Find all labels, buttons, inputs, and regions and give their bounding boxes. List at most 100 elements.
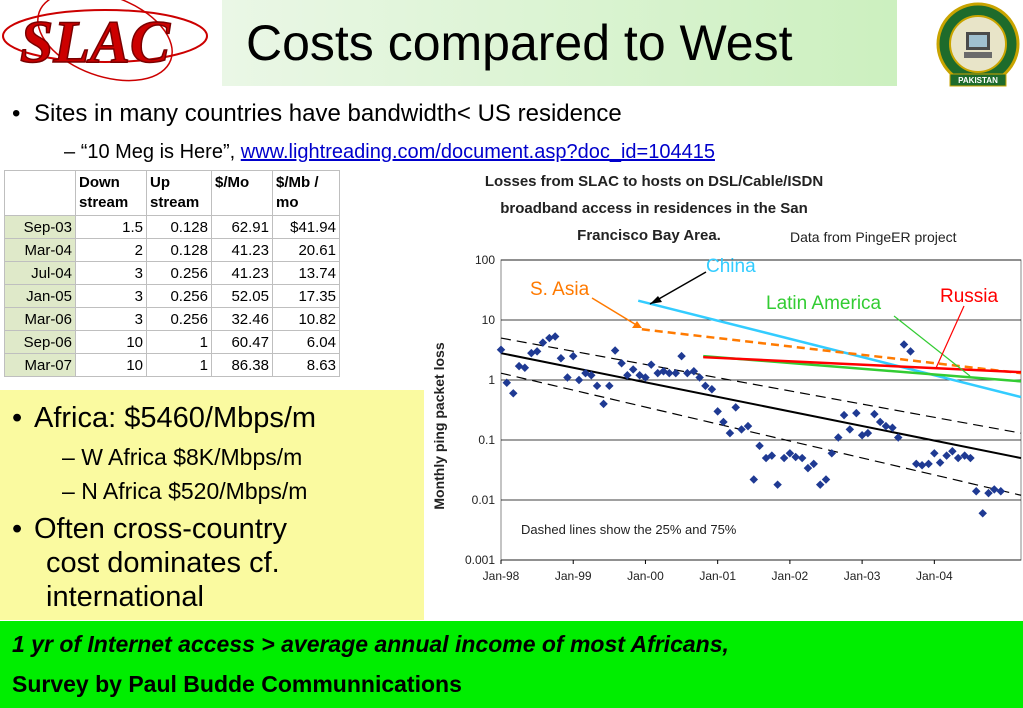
bullet-cross-line1: Often cross-country — [34, 513, 288, 545]
data-point — [646, 360, 656, 369]
y-tick-label: 0.001 — [465, 553, 495, 567]
cell-price: 52.05 — [211, 284, 273, 308]
table-row: Sep-03 1.5 0.128 62.91 $41.94 — [4, 215, 340, 239]
loss-chart: Losses from SLAC to hosts on DSL/Cable/I… — [431, 173, 1022, 583]
data-point — [984, 488, 993, 498]
cell-up: 1 — [146, 353, 212, 377]
cell-up: 0.128 — [146, 238, 212, 262]
footer-banner — [0, 621, 1023, 708]
data-point — [953, 453, 963, 463]
data-point — [912, 459, 921, 469]
data-point — [538, 338, 548, 347]
data-point — [617, 359, 626, 368]
table-row: Jul-04 3 0.256 41.23 13.74 — [4, 261, 340, 285]
bullet-n-africa: – N Africa $520/Mbps/m — [62, 478, 308, 504]
footer-line-2: Survey by Paul Budde Communnications — [12, 671, 462, 697]
data-point — [707, 385, 717, 394]
data-point — [815, 480, 825, 489]
trend-line — [500, 352, 1022, 460]
s-asia-label: S. Asia — [530, 279, 590, 300]
cell-up: 1 — [146, 330, 212, 354]
data-point — [550, 332, 560, 341]
lightreading-link[interactable]: www.lightreading.com/document.asp?doc_id… — [240, 141, 715, 163]
cell-price: 86.38 — [211, 353, 273, 377]
bullet-cross-line2: cost dominates cf. — [46, 547, 280, 579]
data-point — [623, 371, 632, 380]
bullet-n-africa-text: N Africa $520/Mbps/m — [81, 478, 308, 504]
latin-america-label: Latin America — [766, 293, 882, 314]
data-point — [803, 463, 813, 473]
data-point — [852, 408, 861, 418]
data-point — [845, 425, 855, 434]
africa-box — [0, 390, 424, 620]
data-point — [930, 449, 939, 458]
data-point — [610, 346, 620, 355]
cell-price-mb: 6.04 — [272, 330, 340, 354]
x-tick-label: Jan-02 — [772, 569, 809, 583]
cell-price-mb: 13.74 — [272, 261, 340, 285]
data-point — [948, 446, 957, 456]
data-point — [924, 459, 933, 469]
cell-price-mb: $41.94 — [272, 215, 340, 239]
x-tick-label: Jan-98 — [483, 569, 520, 583]
series-line-russia — [703, 355, 1022, 374]
title-bar: Costs compared to West — [222, 0, 897, 86]
data-point — [893, 433, 903, 442]
data-point — [797, 453, 807, 463]
russia-arrow — [935, 305, 965, 369]
cell-down: 3 — [75, 307, 147, 331]
cell-down: 2 — [75, 238, 147, 262]
quartile-line — [500, 337, 1022, 434]
cell-up: 0.256 — [146, 284, 212, 308]
data-point — [496, 345, 506, 354]
data-point — [966, 453, 975, 463]
col-price-per-mb: $/Mb / mo — [272, 170, 340, 216]
chart-title-line1: Losses from SLAC to hosts on DSL/Cable/I… — [485, 173, 823, 190]
data-point — [821, 475, 831, 484]
data-point — [689, 366, 699, 376]
data-point — [725, 428, 735, 438]
data-point — [592, 381, 602, 391]
cell-price: 41.23 — [211, 238, 273, 262]
cell-date: Sep-03 — [4, 215, 76, 239]
data-point — [701, 381, 710, 391]
cell-price: 62.91 — [211, 215, 273, 239]
university-seal: PAKISTAN — [936, 2, 1020, 87]
china-arrowhead — [650, 296, 662, 304]
data-point — [532, 347, 542, 356]
data-point — [574, 375, 584, 385]
bullet-bandwidth-text: Sites in many countries have bandwidth< … — [34, 100, 622, 127]
slac-logo: SLAC — [2, 0, 208, 82]
price-table: Down stream Up stream $/Mo $/Mb / mo Sep… — [4, 170, 340, 377]
y-tick-label: 0.1 — [478, 433, 495, 447]
data-point — [834, 433, 843, 442]
y-tick-label: 100 — [475, 253, 495, 267]
data-point — [755, 441, 764, 451]
chart-source: Data from PingeER project — [790, 229, 957, 245]
data-point — [628, 365, 638, 374]
x-tick-label: Jan-04 — [916, 569, 953, 583]
cell-up: 0.256 — [146, 261, 212, 285]
data-point — [713, 407, 722, 416]
col-price-per-month: $/Mo — [211, 170, 273, 216]
data-point — [935, 458, 945, 467]
cell-date: Sep-06 — [4, 330, 76, 354]
data-point — [545, 333, 554, 343]
data-point — [809, 459, 818, 469]
x-tick-label: Jan-03 — [844, 569, 881, 583]
cell-price: 60.47 — [211, 330, 273, 354]
bullet-10meg-text: “10 Meg is Here”, — [80, 141, 236, 163]
data-point — [502, 378, 512, 387]
data-point — [839, 410, 849, 420]
bullet-africa-text: Africa: $5460/Mbps/m — [34, 402, 317, 434]
y-tick-label: 1 — [488, 373, 495, 387]
latin-america-arrow — [893, 315, 971, 377]
cell-price-mb: 10.82 — [272, 307, 340, 331]
data-point — [563, 373, 572, 382]
data-point — [942, 451, 951, 460]
cell-price: 32.46 — [211, 307, 273, 331]
bullet-africa: • Africa: $5460/Mbps/m — [12, 402, 317, 434]
data-point — [779, 453, 789, 463]
data-point — [785, 449, 795, 458]
russia-label: Russia — [940, 286, 999, 307]
